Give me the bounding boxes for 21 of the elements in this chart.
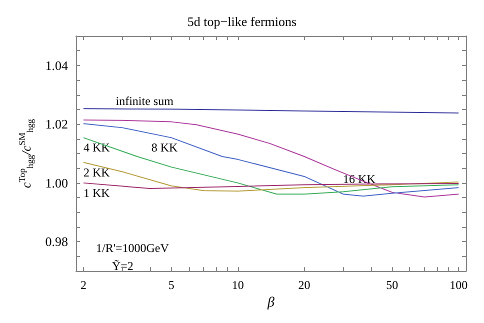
y-tick-label: 1.04 — [45, 58, 68, 73]
x-tick-label: 5 — [168, 278, 174, 292]
series-label: 4 KK — [83, 140, 110, 155]
series-label: 2 KK — [83, 165, 110, 180]
x-axis-title: β — [266, 296, 275, 310]
y-tick-label: 1.02 — [45, 116, 68, 132]
annotation: 1/R'=1000GeV — [96, 241, 170, 255]
y-axis-title: cTophgg/cSMhgg — [16, 118, 35, 188]
series-label: 8 KK — [151, 140, 178, 155]
x-tick-label: 10 — [232, 278, 244, 292]
series-label: 1 KK — [83, 186, 110, 200]
series-label: 16 KK — [343, 172, 376, 186]
annotation: Ỹ=2 — [112, 259, 134, 273]
y-tick-label: 1.00 — [45, 175, 68, 190]
y-tick-label: 0.98 — [45, 234, 68, 250]
x-tick-label: 20 — [298, 278, 310, 292]
chart-title: 5d top−like fermions — [187, 14, 297, 29]
x-tick-label: 100 — [450, 278, 468, 292]
x-tick-label: 50 — [386, 278, 398, 292]
x-tick-label: 2 — [80, 278, 86, 292]
series-label: infinite sum — [116, 94, 174, 108]
